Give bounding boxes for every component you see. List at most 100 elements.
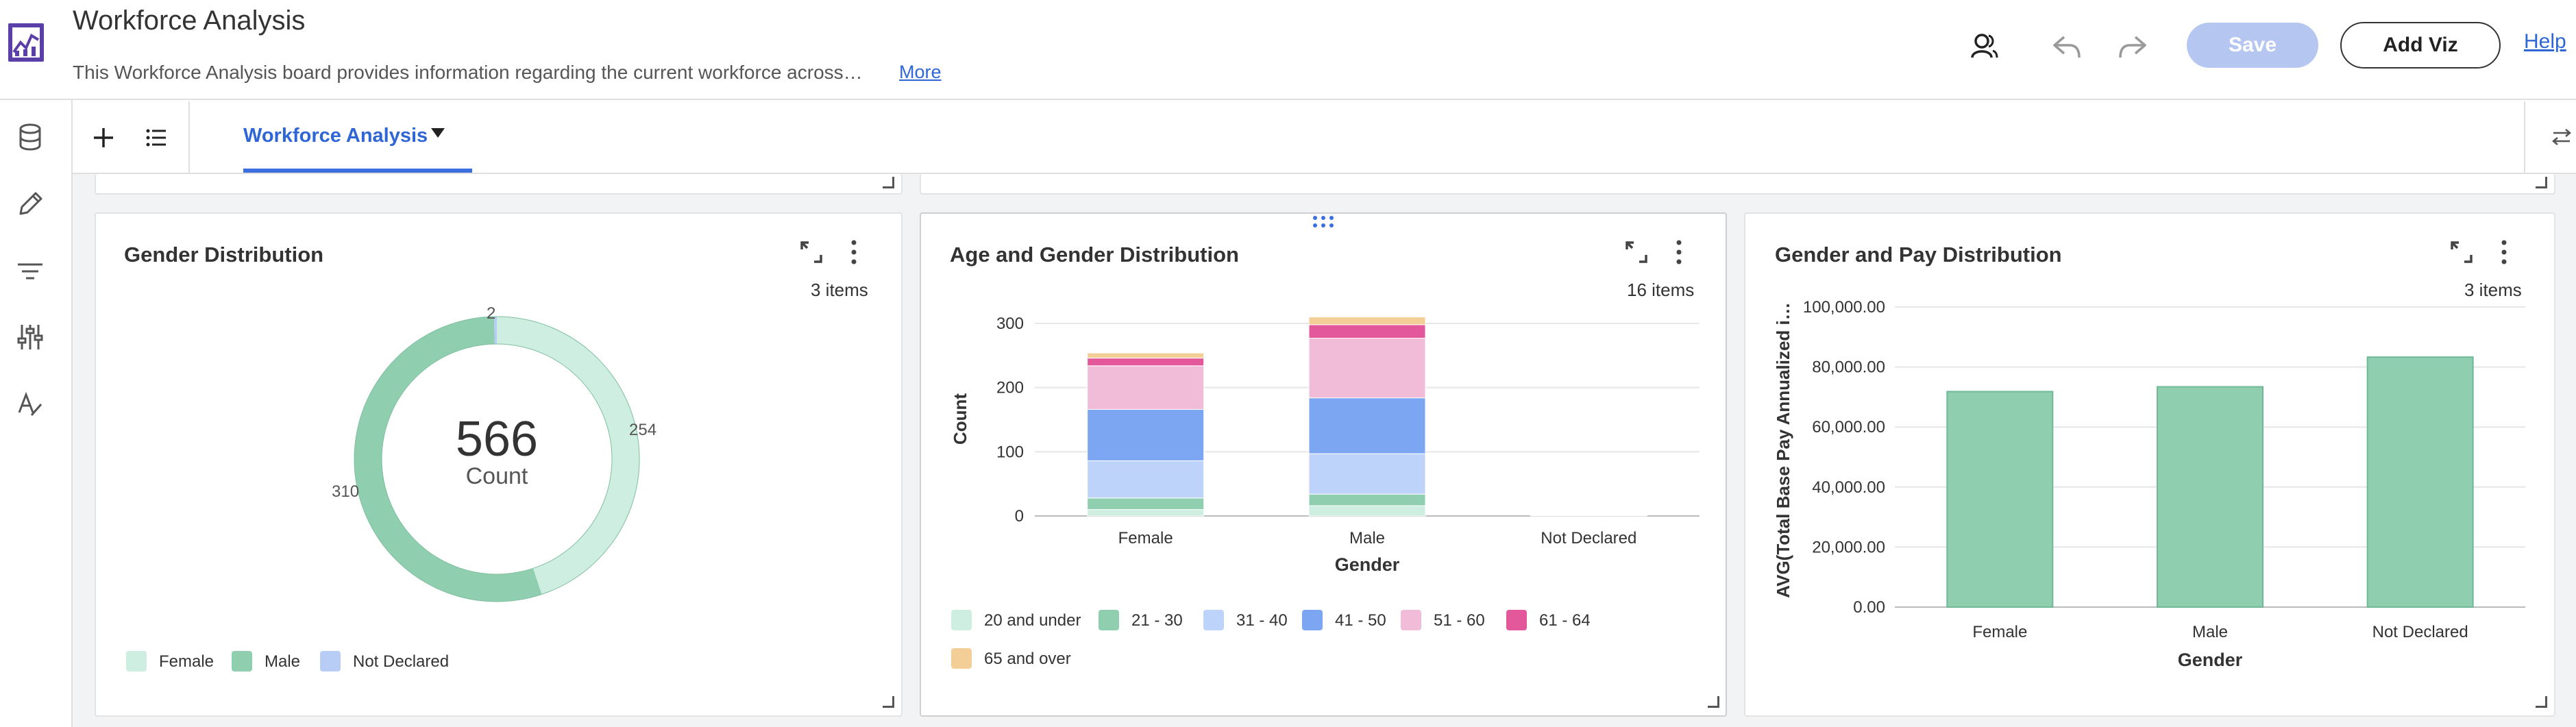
redo-icon[interactable] — [2112, 26, 2153, 67]
bar-segment[interactable] — [1308, 505, 1426, 517]
bar-segment[interactable] — [1087, 352, 1205, 359]
more-options-icon[interactable] — [2496, 238, 2512, 269]
bar[interactable] — [2366, 356, 2474, 608]
bar-segment[interactable] — [1308, 338, 1426, 399]
page-title: Workforce Analysis — [73, 5, 306, 36]
donut-total-label: Count — [465, 463, 528, 489]
header-bar — [0, 0, 2576, 100]
bar-segment[interactable] — [1087, 460, 1205, 499]
text-format-icon[interactable] — [14, 388, 47, 421]
resize-handle-icon[interactable] — [883, 177, 894, 188]
y-axis-label: AVG(Total Base Pay Annualized i… — [1773, 302, 1793, 598]
legend-swatch — [1506, 610, 1527, 630]
database-icon[interactable] — [14, 121, 47, 153]
x-tick-label: Male — [1349, 529, 1385, 547]
x-axis-label: Gender — [1335, 554, 1400, 575]
card-title: Age and Gender Distribution — [950, 243, 1239, 267]
donut-slice-not-declared[interactable] — [354, 317, 639, 602]
x-tick-label: Not Declared — [2372, 623, 2468, 641]
legend-label: 61 - 64 — [1539, 611, 1591, 630]
more-options-icon[interactable] — [846, 238, 862, 269]
filter-icon[interactable] — [14, 255, 47, 288]
bar-segment[interactable] — [1087, 409, 1205, 461]
y-tick-label: 100 — [996, 443, 1024, 461]
legend-swatch-not-declared — [320, 651, 341, 671]
y-tick-label: 300 — [996, 315, 1024, 333]
bar-segment[interactable] — [1308, 317, 1426, 325]
x-axis-label: Gender — [2178, 650, 2243, 670]
legend-label: 21 - 30 — [1131, 611, 1183, 630]
stacked-bar-chart: 0 100 200 300 Count Female Male Not Declared Gen… — [939, 301, 1713, 582]
help-link[interactable]: Help — [2524, 30, 2566, 53]
bar-segment[interactable] — [1308, 324, 1426, 339]
card-above-left — [95, 174, 903, 195]
legend-label: Not Declared — [353, 652, 450, 671]
bar[interactable] — [2157, 386, 2264, 608]
slice-label-not-declared: 2 — [487, 304, 496, 323]
list-icon[interactable] — [140, 121, 173, 154]
bar-segment[interactable] — [1308, 493, 1426, 506]
legend-label: Male — [265, 652, 301, 671]
y-tick-label: 200 — [996, 379, 1024, 397]
resize-handle-icon[interactable] — [2536, 177, 2547, 188]
bar-segment[interactable] — [1087, 358, 1205, 367]
resize-handle-icon[interactable] — [883, 696, 894, 708]
bar-segment[interactable] — [1087, 365, 1205, 410]
y-tick-label: 100,000.00 — [1803, 298, 1885, 317]
age-legend: 20 and under 21 - 30 31 - 40 41 - 50 51 - 60… — [951, 610, 1705, 678]
sliders-icon[interactable] — [14, 321, 47, 354]
expand-icon[interactable] — [1623, 238, 1650, 266]
legend-swatch — [1302, 610, 1323, 630]
add-icon[interactable] — [87, 121, 120, 154]
save-button[interactable]: Save — [2187, 23, 2318, 68]
slice-label-male: 310 — [332, 482, 360, 501]
tab-active-indicator — [243, 169, 472, 173]
legend-label: 41 - 50 — [1335, 611, 1386, 630]
pay-bar-chart: 0.00 20,000.00 40,000.00 60,000.00 80,000.00… — [1765, 295, 2539, 678]
donut-total: 566 — [455, 412, 539, 467]
x-tick-label: Male — [2192, 623, 2228, 641]
y-tick-label: 0 — [1015, 507, 1024, 526]
legend-swatch — [951, 610, 972, 630]
drag-handle-icon[interactable] — [1311, 214, 1336, 230]
legend-swatch — [1099, 610, 1119, 630]
resize-handle-icon[interactable] — [2536, 696, 2547, 708]
y-axis-label: Count — [950, 393, 970, 445]
pencil-icon[interactable] — [14, 188, 47, 221]
legend-label: 51 - 60 — [1434, 611, 1485, 630]
tab-label: Workforce Analysis — [243, 125, 428, 147]
donut-slice-male[interactable] — [354, 317, 639, 602]
legend-swatch — [1203, 610, 1224, 630]
y-tick-label: 40,000.00 — [1812, 478, 1885, 497]
bar-segment[interactable] — [1308, 397, 1426, 454]
expand-icon[interactable] — [2448, 238, 2475, 266]
gender-distribution-card — [95, 212, 903, 717]
add-viz-button[interactable]: Add Viz — [2340, 22, 2501, 69]
y-tick-label: 20,000.00 — [1812, 538, 1885, 556]
items-count: 16 items — [1627, 280, 1695, 300]
more-link[interactable]: More — [899, 62, 942, 82]
bar-segment[interactable] — [1308, 453, 1426, 495]
bar-segment[interactable] — [1087, 497, 1205, 510]
share-users-icon[interactable] — [1964, 26, 2005, 67]
expand-icon[interactable] — [798, 238, 825, 266]
legend-label: 65 and over — [984, 650, 1071, 668]
donut-outline — [354, 316, 640, 602]
divider — [188, 101, 190, 173]
card-title: Gender and Pay Distribution — [1775, 243, 2062, 267]
bar-segment[interactable] — [1087, 509, 1205, 517]
analytics-logo-icon — [7, 18, 45, 66]
caret-down-icon[interactable] — [430, 126, 446, 140]
donut-inner-outline — [381, 343, 613, 575]
resize-handle-icon[interactable] — [1708, 696, 1719, 708]
undo-icon[interactable] — [2046, 26, 2087, 67]
y-tick-label: 60,000.00 — [1812, 418, 1885, 436]
x-tick-label: Female — [1118, 529, 1173, 547]
more-options-icon[interactable] — [1671, 238, 1687, 269]
bar[interactable] — [1946, 391, 2054, 608]
items-count: 3 items — [2464, 280, 2522, 300]
swap-icon[interactable] — [2549, 125, 2574, 149]
card-above-right — [920, 174, 2555, 195]
donut-chart — [329, 295, 665, 624]
slice-label-female: 254 — [629, 421, 657, 439]
